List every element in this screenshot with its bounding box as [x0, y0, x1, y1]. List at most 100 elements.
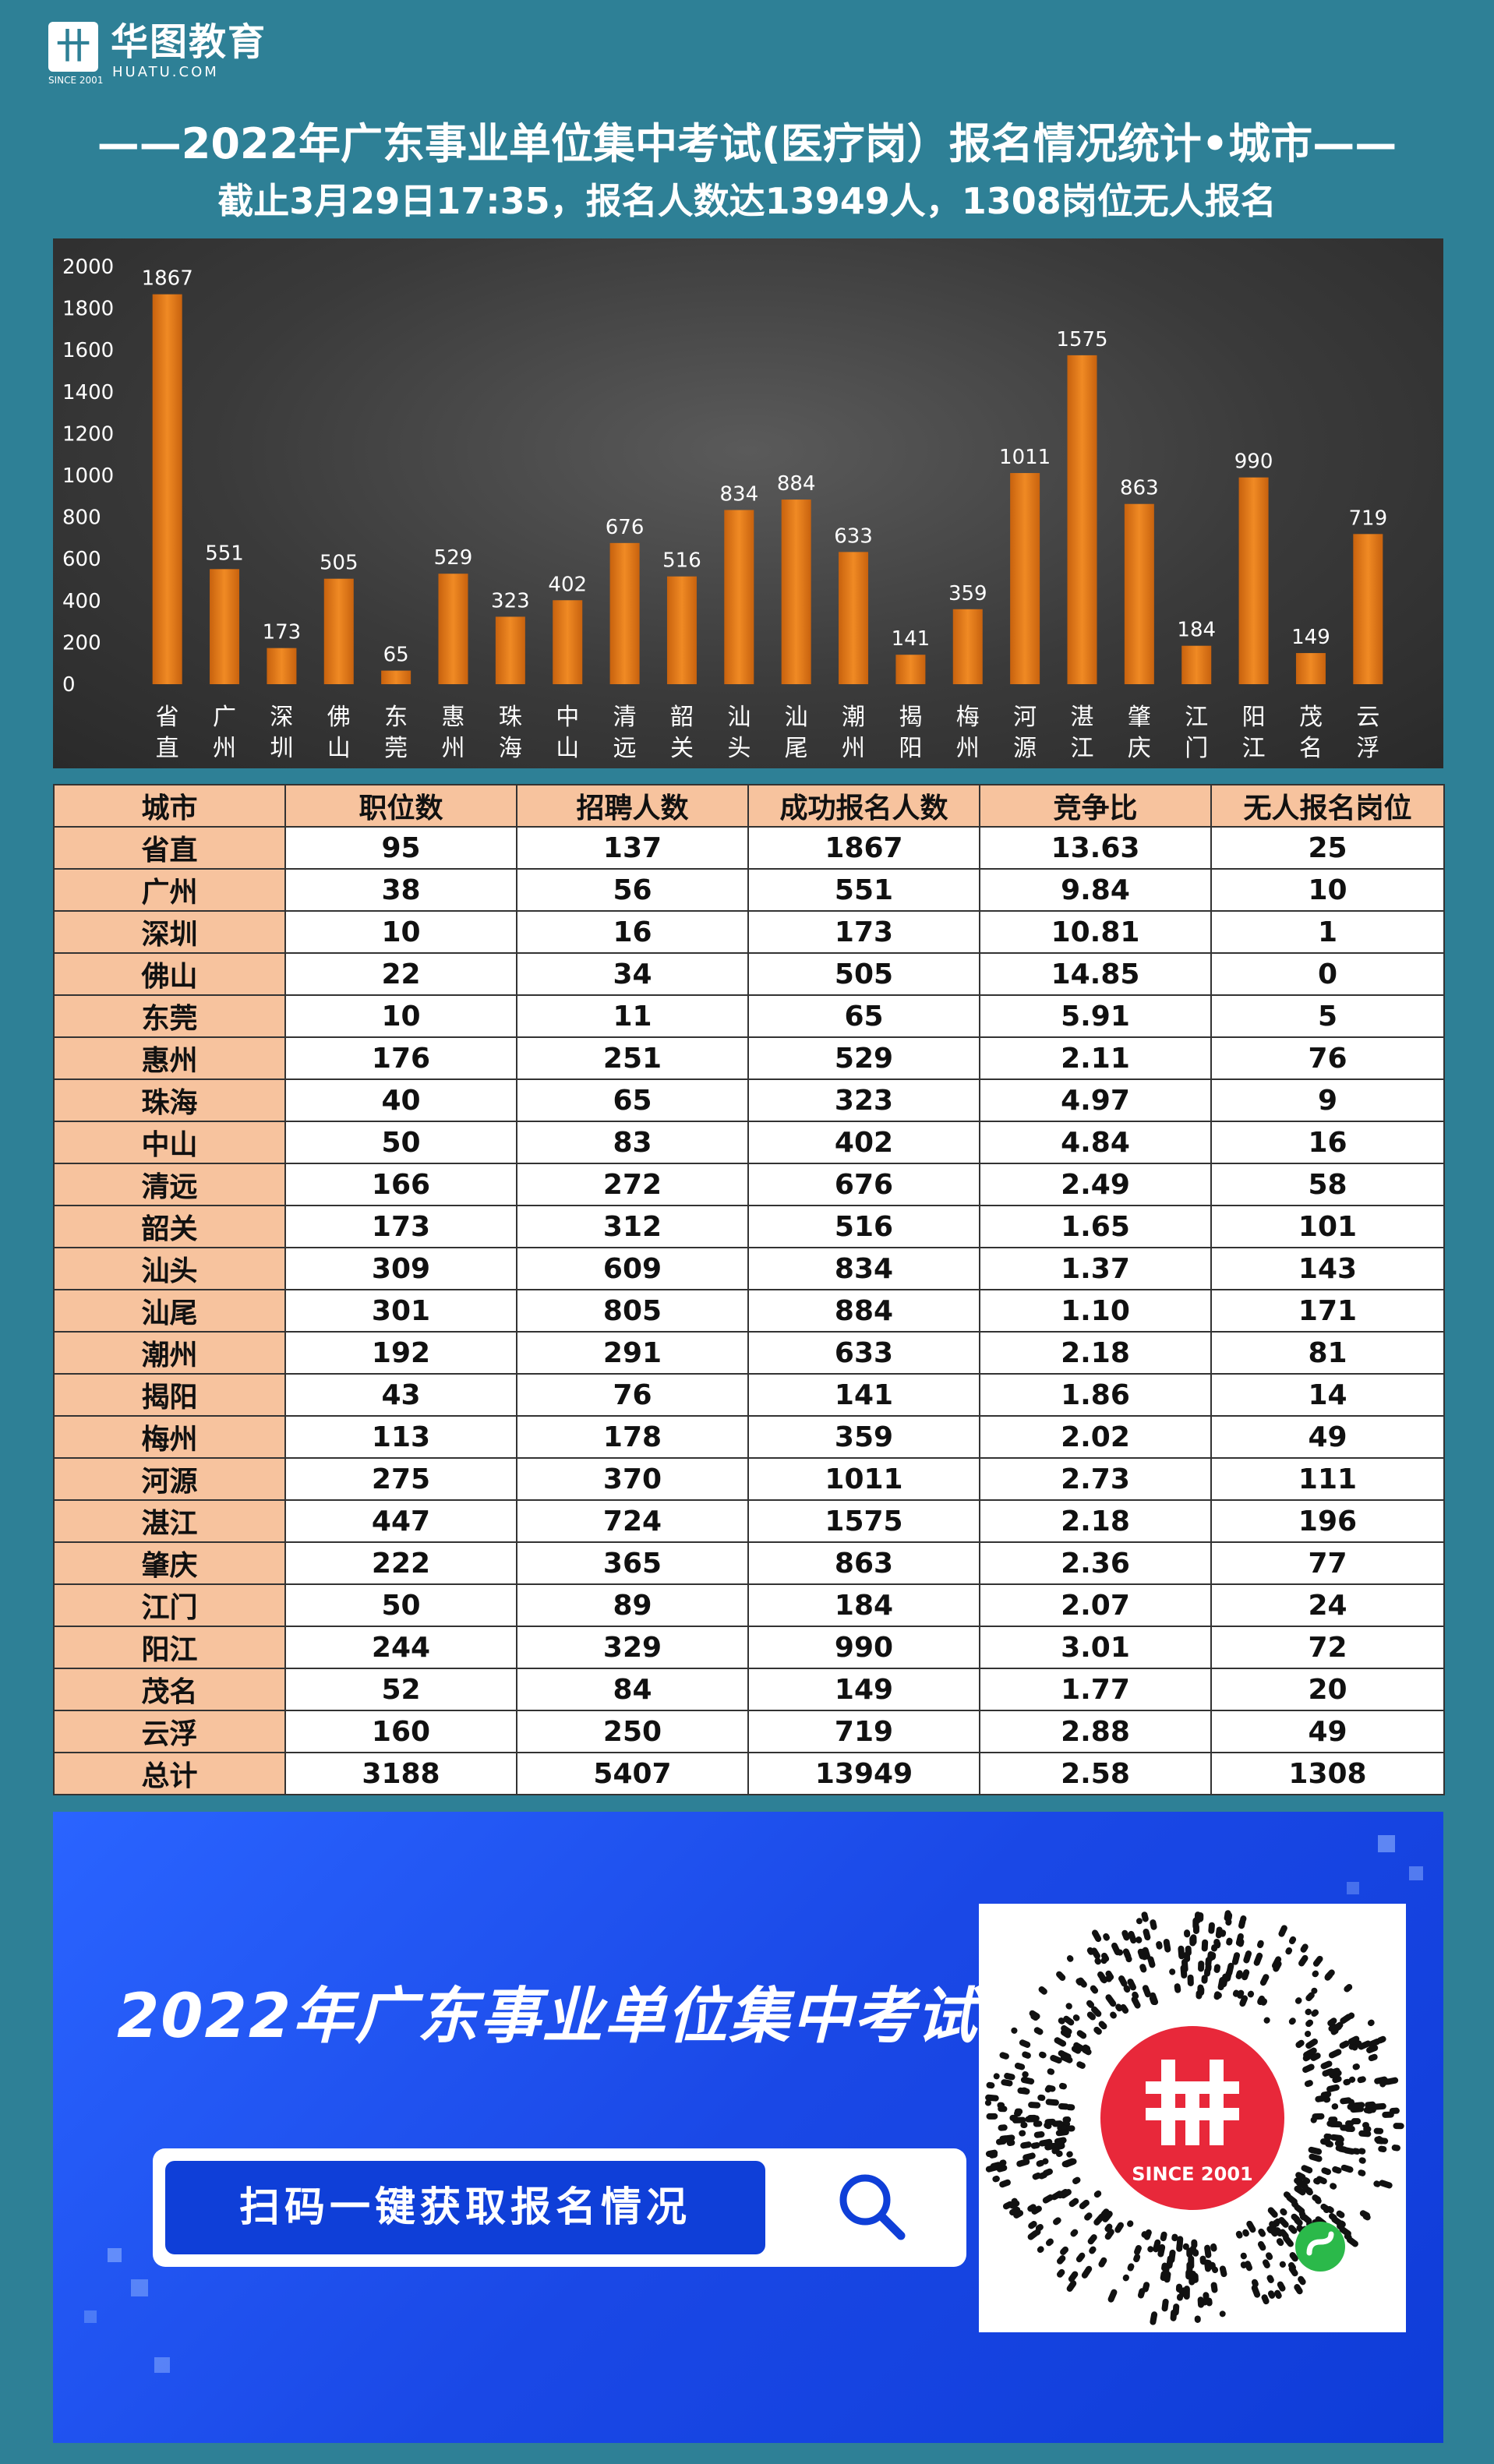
table-row: 湛江 447 724 1575 2.18 196 [53, 1499, 1445, 1543]
scan-search-label: 扫码一键获取报名情况 [238, 2184, 691, 2231]
value-cell: 10 [284, 994, 517, 1038]
value-cell: 4.97 [979, 1078, 1212, 1122]
table-row: 河源 275 370 1011 2.73 111 [53, 1457, 1445, 1501]
bar-value-label: 141 [892, 627, 931, 651]
value-cell: 1867 [747, 826, 980, 870]
city-cell: 中山 [53, 1121, 286, 1164]
bar-value-label: 1011 [999, 446, 1051, 469]
value-cell: 2.07 [979, 1583, 1212, 1627]
bar-17 [1124, 503, 1154, 684]
x-tick-label: 庆 [1128, 735, 1151, 762]
table-row: 韶关 173 312 516 1.65 101 [53, 1205, 1445, 1248]
bar-15 [1010, 473, 1040, 684]
bar-value-label: 402 [548, 573, 587, 596]
x-tick-label: 关 [670, 735, 694, 762]
column-header: 招聘人数 [516, 784, 749, 828]
x-tick-label: 佛 [327, 704, 351, 731]
y-tick-label: 2000 [62, 256, 114, 279]
bar-value-label: 990 [1234, 450, 1273, 474]
bar-value-label: 184 [1177, 619, 1216, 642]
value-cell: 1.77 [979, 1668, 1212, 1711]
value-cell: 160 [284, 1710, 517, 1753]
bar-value-label: 551 [205, 542, 244, 565]
value-cell: 529 [747, 1036, 980, 1080]
table-header-row: 城市 职位数 招聘人数 成功报名人数 竞争比 无人报名岗位 [53, 784, 1445, 828]
mini-program-icon [1295, 2222, 1345, 2272]
promo-banner[interactable]: 2022年广东事业单位集中考试 扫码一键获取报名情况 SINCE 2001 [53, 1812, 1443, 2443]
qr-code[interactable]: SINCE 2001 [979, 1904, 1406, 2332]
bar-21 [1353, 534, 1383, 684]
x-tick-label: 湛 [1071, 704, 1094, 731]
value-cell: 1011 [747, 1457, 980, 1501]
table-row: 潮州 192 291 633 2.18 81 [53, 1331, 1445, 1375]
column-header: 无人报名岗位 [1210, 784, 1445, 828]
bar-value-label: 65 [383, 644, 409, 667]
page-subtitle: 截止3月29日17:35，报名人数达13949人，1308岗位无人报名 [217, 180, 1277, 222]
value-cell: 2.73 [979, 1457, 1212, 1501]
table-row: 广州 38 56 551 9.84 10 [53, 868, 1445, 912]
value-cell: 272 [516, 1163, 749, 1206]
logo-url: HUATU.COM [112, 64, 219, 80]
banner-headline: 2022年广东事业单位集中考试 [117, 1982, 979, 2052]
value-cell: 34 [516, 952, 749, 996]
scan-search-box[interactable]: 扫码一键获取报名情况 [153, 2148, 966, 2267]
table-row: 江门 50 89 184 2.07 24 [53, 1583, 1445, 1627]
value-cell: 14.85 [979, 952, 1212, 996]
x-tick-label: 汕 [785, 704, 808, 731]
city-cell: 总计 [53, 1752, 286, 1795]
bar-value-label: 1575 [1056, 328, 1107, 351]
value-cell: 5 [1210, 994, 1445, 1038]
huatu-logo: 卄 华图教育 HUATU.COM SINCE 2001 [48, 20, 329, 86]
bar-12 [839, 552, 869, 684]
value-cell: 40 [284, 1078, 517, 1122]
city-cell: 珠海 [53, 1078, 286, 1122]
column-header: 竞争比 [979, 784, 1212, 828]
value-cell: 291 [516, 1331, 749, 1375]
value-cell: 359 [747, 1415, 980, 1459]
value-cell: 2.02 [979, 1415, 1212, 1459]
bar-4 [381, 670, 411, 684]
value-cell: 990 [747, 1626, 980, 1669]
value-cell: 9 [1210, 1078, 1445, 1122]
table-row: 深圳 10 16 173 10.81 1 [53, 910, 1445, 954]
bar-16 [1067, 355, 1097, 684]
x-tick-label: 河 [1013, 704, 1037, 731]
table-row: 佛山 22 34 505 14.85 0 [53, 952, 1445, 996]
value-cell: 176 [284, 1036, 517, 1080]
value-cell: 14 [1210, 1373, 1445, 1417]
value-cell: 83 [516, 1121, 749, 1164]
value-cell: 192 [284, 1331, 517, 1375]
value-cell: 76 [1210, 1036, 1445, 1080]
value-cell: 244 [284, 1626, 517, 1669]
value-cell: 1.86 [979, 1373, 1212, 1417]
value-cell: 9.84 [979, 868, 1212, 912]
city-cell: 揭阳 [53, 1373, 286, 1417]
bar-value-label: 505 [320, 552, 358, 575]
value-cell: 38 [284, 868, 517, 912]
x-tick-label: 肇 [1128, 704, 1151, 731]
value-cell: 805 [516, 1289, 749, 1333]
value-cell: 113 [284, 1415, 517, 1459]
value-cell: 3188 [284, 1752, 517, 1795]
city-cell: 清远 [53, 1163, 286, 1206]
bar-9 [666, 576, 697, 684]
value-cell: 173 [747, 910, 980, 954]
bar-6 [495, 616, 525, 684]
value-cell: 222 [284, 1541, 517, 1585]
bar-value-label: 516 [662, 549, 701, 573]
table-row: 云浮 160 250 719 2.88 49 [53, 1710, 1445, 1753]
value-cell: 13.63 [979, 826, 1212, 870]
value-cell: 1575 [747, 1499, 980, 1543]
bar-chart-panel: 0 200 400 600 800 1000 1200 1400 1600 1800 2000 186… [53, 238, 1443, 768]
city-cell: 省直 [53, 826, 286, 870]
value-cell: 370 [516, 1457, 749, 1501]
x-tick-label: 州 [213, 735, 236, 762]
y-tick-label: 1600 [62, 339, 114, 362]
city-cell: 深圳 [53, 910, 286, 954]
search-icon [839, 2174, 906, 2240]
table-row: 总计 3188 5407 13949 2.58 1308 [53, 1752, 1445, 1795]
bar-value-label: 676 [606, 516, 645, 539]
x-tick-label: 茂 [1299, 704, 1323, 731]
value-cell: 16 [516, 910, 749, 954]
value-cell: 20 [1210, 1668, 1445, 1711]
